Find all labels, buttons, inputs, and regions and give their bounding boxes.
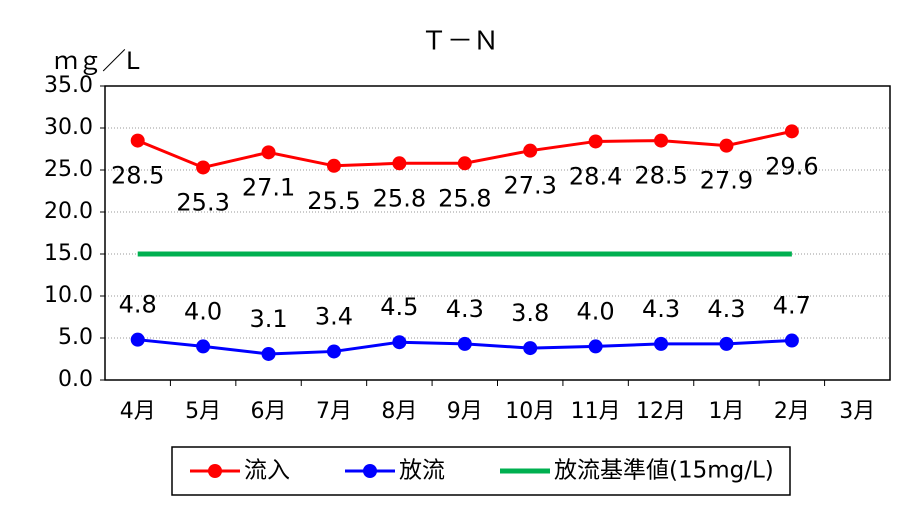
- legend-marker: [363, 464, 377, 478]
- data-label: 27.9: [700, 167, 753, 195]
- data-point: [588, 134, 603, 149]
- data-label: 4.5: [380, 293, 418, 321]
- data-label: 4.7: [773, 292, 811, 320]
- data-point: [457, 336, 472, 351]
- y-tick-label: 25.0: [44, 157, 93, 182]
- data-point: [392, 156, 407, 171]
- data-point: [588, 339, 603, 354]
- x-tick-label: 12月: [636, 399, 686, 424]
- data-point: [719, 336, 734, 351]
- data-point: [261, 346, 276, 361]
- data-label: 4.3: [707, 295, 745, 323]
- data-label: 3.8: [511, 299, 549, 327]
- data-label: 25.5: [307, 187, 360, 215]
- x-tick-label: 2月: [774, 399, 810, 424]
- data-label: 3.1: [249, 305, 287, 333]
- data-point: [261, 145, 276, 160]
- legend-label: 流入: [244, 458, 290, 484]
- legend-label: 放流: [399, 458, 445, 484]
- y-axis-label: ｍｇ／L: [54, 47, 140, 75]
- data-label: 4.3: [642, 295, 680, 323]
- data-point: [654, 133, 669, 148]
- x-tick-label: 11月: [571, 399, 621, 424]
- y-tick-label: 15.0: [44, 241, 93, 266]
- y-tick-label: 10.0: [44, 283, 93, 308]
- x-tick-label: 8月: [381, 399, 417, 424]
- data-label: 25.8: [438, 184, 491, 212]
- legend-label: 放流基準値(15mg/L): [554, 458, 774, 484]
- data-label: 4.0: [577, 297, 615, 325]
- data-label: 4.8: [119, 291, 157, 319]
- data-label: 3.4: [315, 302, 353, 330]
- data-point: [654, 336, 669, 351]
- x-tick-label: 9月: [447, 399, 483, 424]
- data-label: 28.4: [569, 162, 622, 190]
- data-point: [130, 332, 145, 347]
- x-tick-label: 7月: [316, 399, 352, 424]
- y-tick-label: 20.0: [44, 199, 93, 224]
- data-label: 25.3: [176, 188, 229, 216]
- data-point: [326, 158, 341, 173]
- data-label: 27.3: [503, 172, 556, 200]
- data-label: 28.5: [634, 162, 687, 190]
- x-tick-label: 3月: [839, 399, 875, 424]
- y-tick-label: 5.0: [58, 325, 93, 350]
- legend-box: [171, 446, 791, 496]
- data-label: 4.3: [446, 295, 484, 323]
- data-label: 4.0: [184, 297, 222, 325]
- data-point: [196, 339, 211, 354]
- data-point: [784, 124, 799, 139]
- legend-marker: [208, 464, 222, 478]
- y-tick-label: 0.0: [58, 367, 93, 392]
- data-label: 28.5: [111, 162, 164, 190]
- x-tick-label: 1月: [708, 399, 744, 424]
- data-label: 29.6: [765, 152, 818, 180]
- data-point: [784, 333, 799, 348]
- y-tick-label: 35.0: [44, 73, 93, 98]
- data-point: [719, 138, 734, 153]
- data-point: [392, 335, 407, 350]
- x-tick-label: 10月: [505, 399, 555, 424]
- data-point: [130, 133, 145, 148]
- data-label: 25.8: [373, 184, 426, 212]
- chart-title: Ｔ－Ｎ: [421, 27, 499, 57]
- data-point: [523, 341, 538, 356]
- y-tick-label: 30.0: [44, 115, 93, 140]
- data-label: 27.1: [242, 173, 295, 201]
- x-tick-label: 6月: [251, 399, 287, 424]
- data-point: [326, 344, 341, 359]
- data-point: [457, 156, 472, 171]
- x-tick-label: 5月: [185, 399, 221, 424]
- data-point: [196, 160, 211, 175]
- data-point: [523, 143, 538, 158]
- x-tick-label: 4月: [120, 399, 156, 424]
